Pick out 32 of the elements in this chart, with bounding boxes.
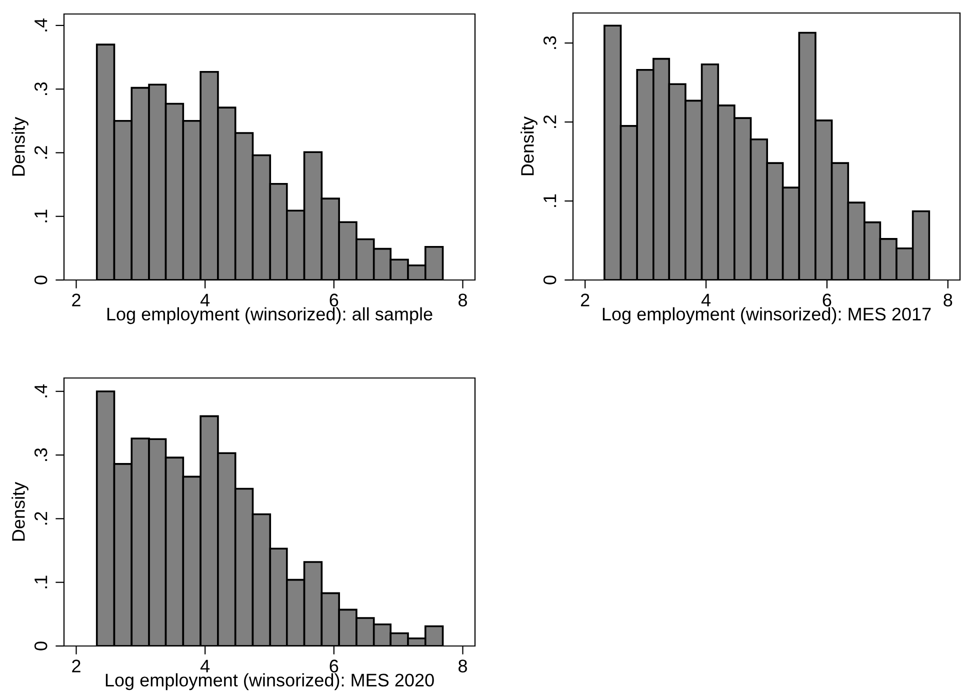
y-axis-title: Density bbox=[12, 482, 28, 541]
x-axis-title: Log employment (winsorized): MES 2020 bbox=[106, 673, 434, 690]
y-tick-label: .4 bbox=[34, 18, 48, 32]
y-axis-title: Density bbox=[12, 116, 28, 176]
x-axis-title: Log employment (winsorized): MES 2017 bbox=[602, 307, 931, 324]
y-tick-label: .4 bbox=[34, 384, 48, 398]
y-tick-label: .1 bbox=[34, 576, 48, 588]
y-tick-label: .2 bbox=[34, 512, 48, 525]
y-tick-label: 0 bbox=[34, 276, 48, 284]
x-tick-label: 8 bbox=[944, 294, 952, 306]
y-tick-label: .1 bbox=[544, 194, 556, 207]
x-tick-label: 2 bbox=[72, 660, 80, 672]
x-axis-title: Log employment (winsorized): all sample bbox=[107, 307, 432, 324]
y-tick-label: .1 bbox=[34, 210, 48, 222]
y-tick-label: 0 bbox=[34, 642, 48, 650]
y-tick-label: .2 bbox=[543, 115, 556, 128]
x-tick-label: 8 bbox=[458, 294, 467, 306]
x-tick-label: 2 bbox=[72, 294, 80, 306]
x-tick-label: 4 bbox=[200, 660, 210, 672]
x-tick-label: 8 bbox=[458, 660, 467, 672]
y-axis-title: Density bbox=[520, 116, 538, 176]
x-tick-label: 4 bbox=[701, 294, 711, 306]
y-tick-label: .3 bbox=[34, 448, 48, 461]
y-tick-label: .3 bbox=[34, 82, 48, 95]
x-tick-label: 6 bbox=[822, 294, 832, 306]
x-tick-label: 6 bbox=[330, 660, 338, 672]
y-tick-label: .2 bbox=[34, 146, 48, 159]
y-tick-label: 0 bbox=[543, 276, 556, 284]
x-tick-label: 2 bbox=[580, 294, 590, 306]
x-tick-label: 4 bbox=[200, 294, 210, 306]
y-tick-label: .3 bbox=[543, 36, 556, 49]
x-tick-label: 6 bbox=[330, 294, 338, 306]
